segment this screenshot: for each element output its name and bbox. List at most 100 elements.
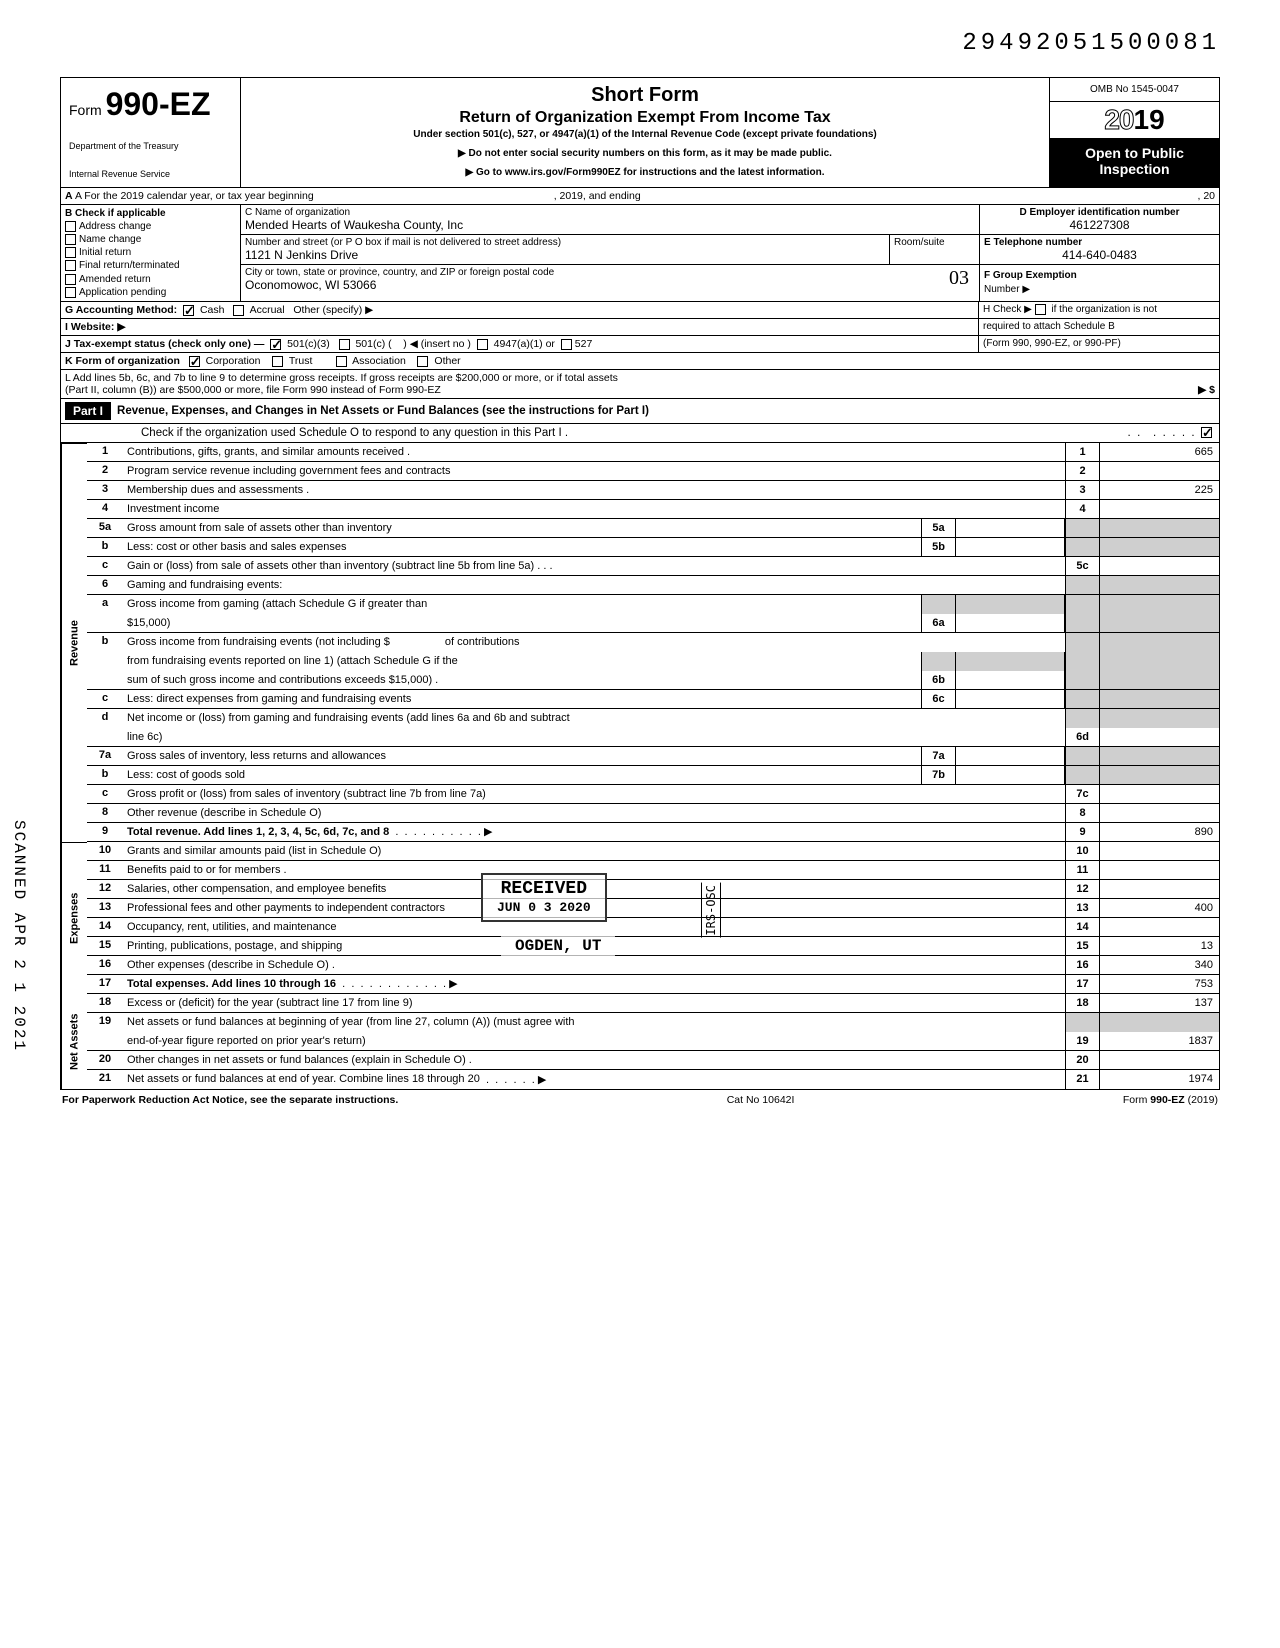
line7b-text: Less: cost of goods sold [123, 766, 921, 784]
h-text1: H Check ▶ [983, 304, 1032, 315]
line6a-box: 6a [921, 614, 955, 632]
row-j: J Tax-exempt status (check only one) — 5… [61, 336, 1219, 353]
lbl-address-change: Address change [79, 221, 151, 232]
year-outline: 20 [1104, 104, 1133, 135]
line2-text: Program service revenue including govern… [123, 462, 1065, 480]
line6d-text2: line 6c) [123, 728, 1065, 746]
chk-amended-return[interactable] [65, 274, 76, 285]
line1-val: 665 [1099, 443, 1219, 461]
chk-corporation[interactable] [189, 356, 200, 367]
title-short: Short Form [253, 84, 1037, 107]
lbl-501c: 501(c) ( [355, 338, 391, 350]
row-gh: G Accounting Method: Cash Accrual Other … [61, 302, 1219, 319]
lbl-application-pending: Application pending [79, 287, 166, 298]
b-head: B Check if applicable [65, 208, 166, 219]
line7c-val [1099, 785, 1219, 803]
line13-val: 400 [1099, 899, 1219, 917]
line7c-box: 7c [1065, 785, 1099, 803]
e-head: E Telephone number [984, 237, 1215, 248]
vlabel-expenses: Expenses [61, 842, 87, 994]
note-ssn: ▶ Do not enter social security numbers o… [253, 148, 1037, 159]
line5b-box: 5b [921, 538, 955, 556]
lbl-final-return: Final return/terminated [79, 261, 180, 272]
revenue-section: Revenue 1Contributions, gifts, grants, a… [61, 443, 1219, 842]
f-sub: Number ▶ [984, 284, 1030, 295]
line5a-text: Gross amount from sale of assets other t… [123, 519, 921, 537]
row-a: A A For the 2019 calendar year, or tax y… [61, 188, 1219, 205]
lbl-other-org: Other [434, 355, 460, 367]
chk-association[interactable] [336, 356, 347, 367]
ein-value: 461227308 [984, 218, 1215, 232]
year-bold: 19 [1134, 104, 1165, 135]
line9-text: Total revenue. Add lines 1, 2, 3, 4, 5c,… [127, 826, 389, 838]
h-cont1: required to attach Schedule B [979, 319, 1219, 335]
chk-501c3[interactable] [270, 339, 281, 350]
line17-text: Total expenses. Add lines 10 through 16 [127, 978, 336, 990]
chk-schedule-b[interactable] [1035, 304, 1046, 315]
line18-text: Excess or (deficit) for the year (subtra… [123, 994, 1065, 1012]
chk-trust[interactable] [272, 356, 283, 367]
line12-val [1099, 880, 1219, 898]
line14-val [1099, 918, 1219, 936]
lbl-initial-return: Initial return [79, 247, 131, 258]
line6-text: Gaming and fundraising events: [123, 576, 1065, 594]
chk-other-org[interactable] [417, 356, 428, 367]
irs-osc-stamp: IRS-OSC [701, 883, 721, 938]
line6d-text1: Net income or (loss) from gaming and fun… [123, 709, 1065, 728]
footer-mid: Cat No 10642I [727, 1094, 795, 1106]
note-url: ▶ Go to www.irs.gov/Form990EZ for instru… [253, 167, 1037, 178]
lbl-trust: Trust [289, 355, 313, 367]
line3-text: Membership dues and assessments . [123, 481, 1065, 499]
line5c-box: 5c [1065, 557, 1099, 575]
line20-text: Other changes in net assets or fund bala… [123, 1051, 1065, 1069]
line6b-box: 6b [921, 671, 955, 689]
dept-irs: Internal Revenue Service [69, 169, 232, 179]
net-assets-section: Net Assets 18Excess or (deficit) for the… [61, 994, 1219, 1089]
chk-accrual[interactable] [233, 305, 244, 316]
open-to-public: Open to PublicInspection [1050, 139, 1219, 187]
lbl-accrual: Accrual [250, 304, 285, 316]
scanned-stamp: SCANNED APR 2 1 2021 [10, 820, 28, 1052]
chk-cash[interactable] [183, 305, 194, 316]
chk-527[interactable] [561, 339, 572, 350]
line2-val [1099, 462, 1219, 480]
chk-name-change[interactable] [65, 234, 76, 245]
form-prefix: Form [69, 102, 102, 118]
part1-check-text: Check if the organization used Schedule … [141, 427, 568, 439]
chk-4947[interactable] [477, 339, 488, 350]
tax-year: 2019 [1050, 102, 1219, 139]
row-k: K Form of organization Corporation Trust… [61, 353, 1219, 370]
room-suite-head: Room/suite [889, 235, 979, 264]
city-head: City or town, state or province, country… [245, 267, 975, 278]
form-number-block: Form 990-EZ Department of the Treasury I… [61, 78, 241, 187]
line6d-box: 6d [1065, 728, 1099, 746]
line19-text2: end-of-year figure reported on prior yea… [123, 1032, 1065, 1050]
form-header: Form 990-EZ Department of the Treasury I… [61, 78, 1219, 188]
line15-val: 13 [1099, 937, 1219, 955]
org-address: 1121 N Jenkins Drive [245, 248, 885, 262]
chk-final-return[interactable] [65, 260, 76, 271]
chk-501c[interactable] [339, 339, 350, 350]
h-text2: if the organization is not [1051, 304, 1157, 315]
part1-header: Part I Revenue, Expenses, and Changes in… [61, 399, 1219, 424]
addr-head: Number and street (or P O box if mail is… [245, 237, 885, 248]
lbl-name-change: Name change [79, 234, 141, 245]
chk-application-pending[interactable] [65, 287, 76, 298]
chk-schedule-o[interactable] [1201, 427, 1212, 438]
i-label: I Website: ▶ [65, 321, 125, 333]
phone-value: 414-640-0483 [984, 248, 1215, 262]
chk-address-change[interactable] [65, 221, 76, 232]
row-l: L Add lines 5b, 6c, and 7b to line 9 to … [61, 370, 1219, 399]
k-label: K Form of organization [65, 355, 180, 367]
dept-treasury: Department of the Treasury [69, 141, 232, 151]
line1-text: Contributions, gifts, grants, and simila… [123, 443, 1065, 461]
line5c-val [1099, 557, 1219, 575]
section-h: H Check ▶ if the organization is not [979, 302, 1219, 318]
lbl-cash: Cash [200, 304, 225, 316]
chk-initial-return[interactable] [65, 247, 76, 258]
header-right: OMB No 1545-0047 2019 Open to PublicInsp… [1049, 78, 1219, 187]
expenses-section: Expenses 10Grants and similar amounts pa… [61, 842, 1219, 994]
line19-text1: Net assets or fund balances at beginning… [123, 1013, 1065, 1032]
line7a-box: 7a [921, 747, 955, 765]
d-head: D Employer identification number [984, 207, 1215, 218]
